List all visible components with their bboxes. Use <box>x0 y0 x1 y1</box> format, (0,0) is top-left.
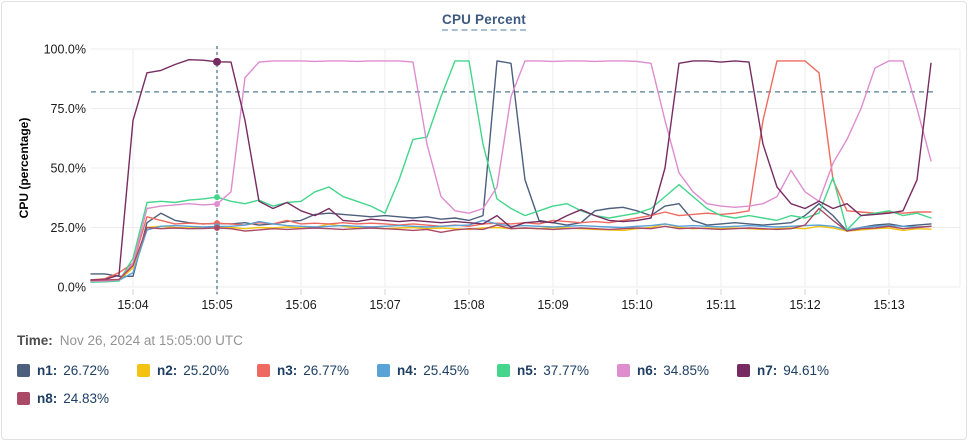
legend-series-name: n7: <box>757 363 778 378</box>
legend-series-value: 25.45% <box>423 363 470 378</box>
series-line-n3 <box>90 60 932 281</box>
x-tick-label: 15:13 <box>873 298 904 312</box>
series-line-n6 <box>90 60 932 282</box>
time-label: Time: <box>17 333 53 348</box>
legend-item-n3[interactable]: n3: 26.77% <box>257 363 377 378</box>
time-row: Time: Nov 26, 2024 at 15:05:00 UTC <box>2 320 966 350</box>
y-tick-label: 0.0% <box>58 281 87 295</box>
legend: n1: 26.72% n2: 25.20% n3: 26.77% n4: 25.45% n5: 3… <box>2 350 966 406</box>
legend-swatch-n4 <box>377 364 390 377</box>
legend-swatch-n6 <box>617 364 630 377</box>
legend-swatch-n7 <box>737 364 750 377</box>
chart-title-text[interactable]: CPU Percent <box>442 12 526 31</box>
legend-swatch-n8 <box>17 392 30 405</box>
chart-title: CPU Percent <box>2 11 966 31</box>
legend-item-n7[interactable]: n7: 94.61% <box>737 363 857 378</box>
legend-series-name: n4: <box>397 363 418 378</box>
x-tick-label: 15:04 <box>117 298 148 312</box>
time-value: Nov 26, 2024 at 15:05:00 UTC <box>59 333 243 348</box>
y-axis-title: CPU (percentage) <box>17 118 31 219</box>
legend-series-value: 37.77% <box>543 363 590 378</box>
legend-series-name: n1: <box>37 363 58 378</box>
y-tick-label: 25.0% <box>51 221 86 235</box>
chart-area[interactable]: CPU Percent 0.0% 25.0% 50.0% 75.0% 100.0% 15:… <box>2 2 966 320</box>
legend-series-name: n6: <box>637 363 658 378</box>
x-tick-label: 15:09 <box>537 298 568 312</box>
legend-item-n4[interactable]: n4: 25.45% <box>377 363 497 378</box>
crosshair-dot-n5 <box>214 194 220 201</box>
legend-series-value: 26.77% <box>303 363 350 378</box>
legend-swatch-n1 <box>17 364 30 377</box>
legend-series-name: n8: <box>37 391 58 406</box>
legend-series-value: 94.61% <box>783 363 830 378</box>
x-tick-label: 15:05 <box>201 298 232 312</box>
y-tick-label: 50.0% <box>51 162 86 176</box>
x-tick-label: 15:08 <box>453 298 484 312</box>
legend-series-value: 26.72% <box>63 363 110 378</box>
legend-item-n5[interactable]: n5: 37.77% <box>497 363 617 378</box>
legend-series-name: n2: <box>157 363 178 378</box>
legend-swatch-n2 <box>137 364 150 377</box>
series-line-n8 <box>90 207 932 281</box>
legend-series-value: 34.85% <box>663 363 710 378</box>
legend-series-value: 25.20% <box>183 363 230 378</box>
legend-item-n2[interactable]: n2: 25.20% <box>137 363 257 378</box>
legend-item-n6[interactable]: n6: 34.85% <box>617 363 737 378</box>
crosshair-dot-n8 <box>214 224 220 231</box>
legend-swatch-n5 <box>497 364 510 377</box>
legend-series-name: n3: <box>277 363 298 378</box>
x-tick-label: 15:12 <box>789 298 820 312</box>
legend-item-n8[interactable]: n8: 24.83% <box>17 391 137 406</box>
crosshair-dot-n7 <box>213 57 221 66</box>
cpu-chart[interactable]: 0.0% 25.0% 50.0% 75.0% 100.0% 15:04 15:05 15:06… <box>2 2 968 320</box>
legend-series-value: 24.83% <box>63 391 110 406</box>
x-tick-label: 15:07 <box>369 298 400 312</box>
legend-series-name: n5: <box>517 363 538 378</box>
x-tick-label: 15:06 <box>285 298 316 312</box>
crosshair-dot-n6 <box>214 201 220 208</box>
legend-item-n1[interactable]: n1: 26.72% <box>17 363 137 378</box>
y-tick-label: 75.0% <box>51 102 86 116</box>
x-tick-label: 15:11 <box>706 298 736 312</box>
series-line-n4 <box>90 219 932 282</box>
series-line-n5 <box>90 60 932 283</box>
series-line-n7 <box>90 59 932 281</box>
y-tick-label: 100.0% <box>44 43 86 57</box>
legend-swatch-n3 <box>257 364 270 377</box>
x-tick-label: 15:10 <box>621 298 652 312</box>
